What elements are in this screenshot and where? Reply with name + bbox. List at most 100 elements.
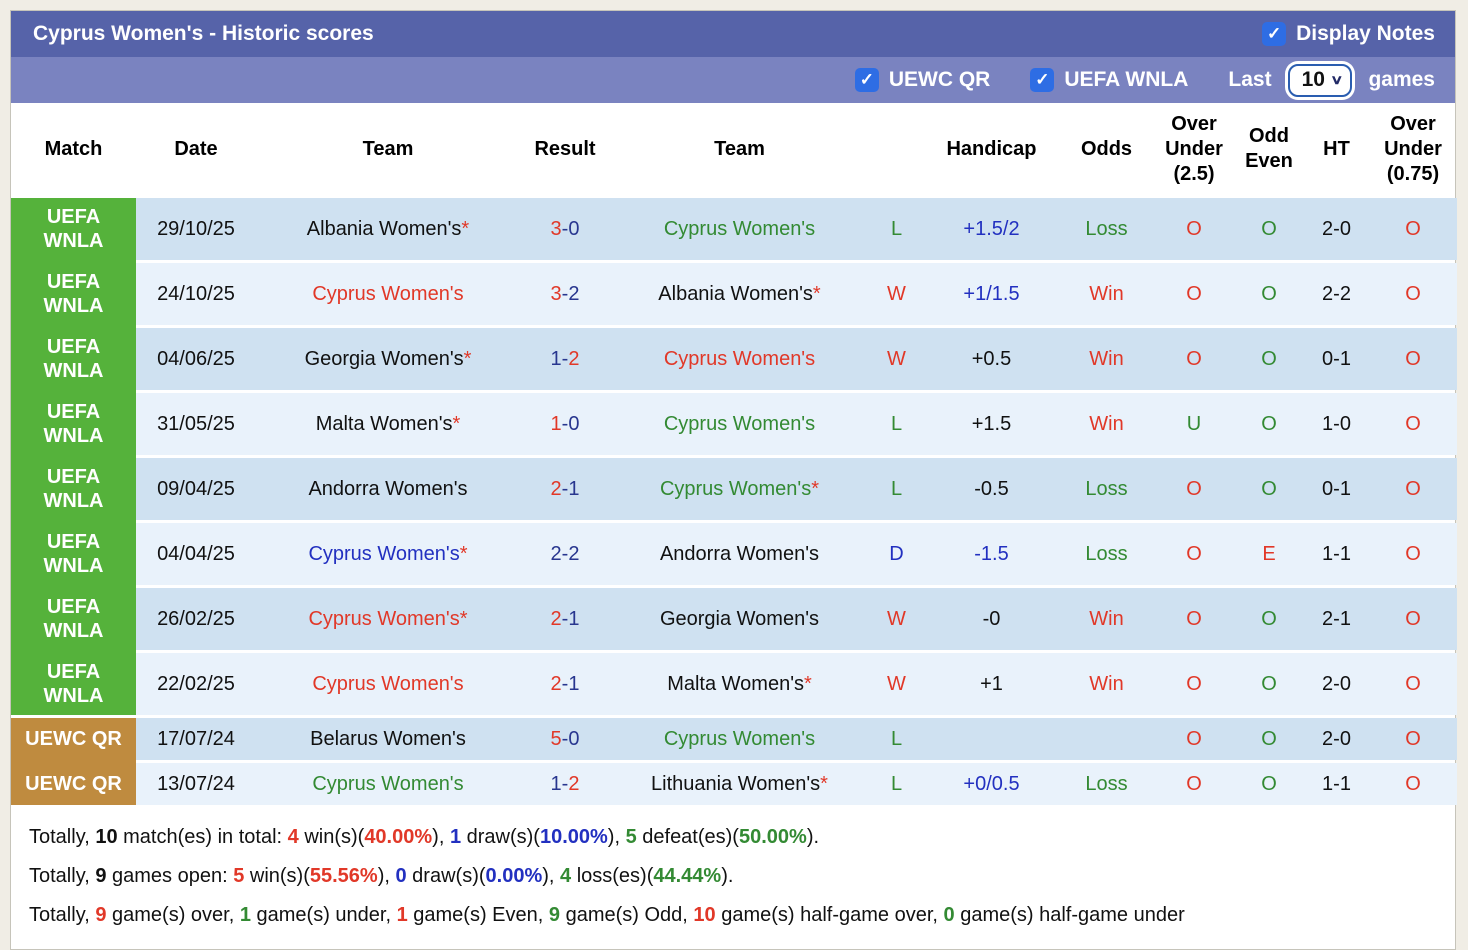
away-score: 0: [568, 412, 580, 435]
summary-segment: 10: [95, 826, 118, 848]
display-notes-label: Display Notes: [1296, 22, 1435, 45]
summary-segment: ),: [432, 826, 450, 848]
wdl-letter: W: [887, 607, 906, 630]
ht-cell: 2-0: [1304, 198, 1369, 260]
competition-badge: UEFA WNLA: [11, 523, 136, 588]
table-row: UEWC QR 13/07/24 Cyprus Women's 1-2 Lithuani…: [11, 763, 1457, 805]
summary-segment: Totally,: [29, 904, 96, 926]
score-separator: -: [561, 672, 569, 695]
handicap-value: -1.5: [974, 542, 1009, 565]
handicap-value: +0.5: [971, 347, 1012, 370]
display-notes-checkbox[interactable]: ✓: [1262, 22, 1287, 46]
odd-even-value: E: [1262, 542, 1276, 565]
summary-line: Totally, 9 game(s) over, 1 game(s) under…: [29, 896, 1455, 935]
col-header-odds: Odds: [1080, 137, 1133, 160]
away-score: 0: [568, 217, 580, 240]
page-container: Cyprus Women's - Historic scores ✓ Displ…: [10, 10, 1457, 950]
asterisk-marker: *: [463, 347, 472, 370]
summary-segment: Totally,: [29, 865, 96, 887]
competition-badge: UEFA WNLA: [11, 458, 136, 523]
odd-even-value: O: [1261, 727, 1277, 750]
away-team: Cyprus Women's: [610, 328, 869, 390]
display-notes-toggle[interactable]: ✓ Display Notes: [1262, 22, 1435, 46]
odd-even-cell: E: [1234, 523, 1304, 585]
team-name: Georgia Women's: [304, 347, 464, 370]
odd-even-value: O: [1261, 217, 1277, 240]
result-score: 2-1: [520, 588, 610, 650]
competition-badge: UEWC QR: [11, 718, 136, 763]
ht-cell: 0-1: [1304, 458, 1369, 520]
wdl-letter: L: [890, 412, 903, 435]
last-games-select[interactable]: 10 ∨: [1287, 63, 1353, 97]
odd-even-value: O: [1261, 347, 1277, 370]
title-bar: Cyprus Women's - Historic scores ✓ Displ…: [11, 11, 1455, 57]
wdl-cell: W: [869, 653, 924, 715]
team-name: Cyprus Women's: [312, 282, 464, 305]
handicap-cell: +0/0.5: [924, 763, 1059, 805]
uefa-wnla-checkbox[interactable]: ✓: [1030, 68, 1055, 92]
table-row: UEWC QR 17/07/24 Belarus Women's 5-0 Cyprus …: [11, 718, 1457, 763]
summary-segment: game(s) under,: [250, 904, 397, 926]
over-under-0-75-cell: O: [1369, 523, 1457, 585]
over-under-2-5-cell: O: [1154, 328, 1234, 390]
handicap-value: +1.5/2: [963, 217, 1020, 240]
score-separator: -: [561, 412, 569, 435]
wdl-cell: W: [869, 588, 924, 650]
handicap-value: -0.5: [974, 477, 1009, 500]
over-under-2-5-value: O: [1186, 542, 1202, 565]
asterisk-marker: *: [459, 607, 468, 630]
over-under-2-5-cell: O: [1154, 458, 1234, 520]
summary-segment: 0: [395, 865, 407, 887]
over-under-0-75-value: O: [1405, 607, 1421, 630]
odd-even-cell: O: [1234, 718, 1304, 760]
score-separator: -: [561, 347, 569, 370]
competition-badge: UEFA WNLA: [11, 198, 136, 263]
odds-cell: Loss: [1059, 458, 1154, 520]
ht-cell: 1-1: [1304, 763, 1369, 805]
odds-cell: Win: [1059, 588, 1154, 650]
uewc-qr-toggle[interactable]: ✓ UEWC QR: [854, 68, 990, 92]
match-date: 31/05/25: [136, 393, 256, 455]
wdl-cell: L: [869, 198, 924, 260]
summary-segment: Totally,: [29, 826, 96, 848]
odd-even-cell: O: [1234, 763, 1304, 805]
team-name: Andorra Women's: [659, 542, 820, 565]
match-date: 29/10/25: [136, 198, 256, 260]
page-title: Cyprus Women's - Historic scores: [33, 22, 374, 45]
summary-segment: ),: [377, 865, 396, 887]
ht-cell: 2-0: [1304, 653, 1369, 715]
table-row: UEFA WNLA 04/06/25 Georgia Women's * 1-2 Cypr…: [11, 328, 1457, 393]
score-separator: -: [561, 542, 569, 565]
away-team: Cyprus Women's: [610, 718, 869, 760]
ht-cell: 1-1: [1304, 523, 1369, 585]
result-score: 2-2: [520, 523, 610, 585]
home-score: 2: [550, 607, 562, 630]
match-date: 24/10/25: [136, 263, 256, 325]
home-team: Georgia Women's *: [256, 328, 520, 390]
over-under-0-75-value: O: [1405, 477, 1421, 500]
table-row: UEFA WNLA 31/05/25 Malta Women's * 1-0 Cyprus…: [11, 393, 1457, 458]
result-score: 3-0: [520, 198, 610, 260]
table-row: UEFA WNLA 29/10/25 Albania Women's * 3-0 Cypr…: [11, 198, 1457, 263]
last-label: Last: [1228, 68, 1272, 91]
col-header-over-under-0-75: Over Under (0.75): [1384, 112, 1442, 185]
home-score: 3: [550, 282, 562, 305]
odd-even-cell: O: [1234, 458, 1304, 520]
col-header-handicap: Handicap: [946, 137, 1037, 160]
summary-segment: game(s) half-game under: [954, 904, 1185, 926]
over-under-0-75-value: O: [1405, 772, 1421, 795]
summary-segment: 0.00%: [485, 865, 543, 887]
wdl-cell: L: [869, 393, 924, 455]
odds-result: Win: [1089, 412, 1124, 435]
home-team: Malta Women's *: [256, 393, 520, 455]
result-score: 5-0: [520, 718, 610, 760]
odds-cell: Loss: [1059, 523, 1154, 585]
uewc-qr-checkbox[interactable]: ✓: [854, 68, 879, 92]
over-under-0-75-cell: O: [1369, 458, 1457, 520]
handicap-value: +0/0.5: [963, 772, 1020, 795]
odd-even-cell: O: [1234, 393, 1304, 455]
summary-segment: 0: [943, 904, 955, 926]
uefa-wnla-toggle[interactable]: ✓ UEFA WNLA: [1030, 68, 1188, 92]
over-under-0-75-value: O: [1405, 672, 1421, 695]
team-name: Cyprus Women's: [663, 727, 816, 750]
